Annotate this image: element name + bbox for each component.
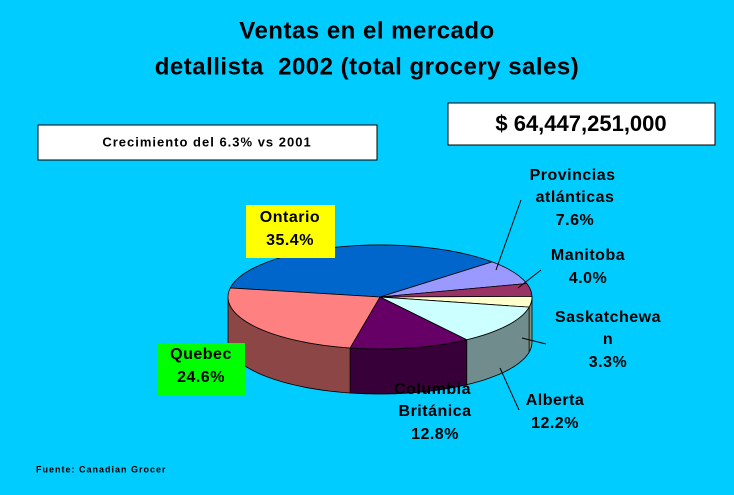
category-label: Quebec: [170, 346, 232, 363]
value-label: 3.3%: [589, 354, 627, 371]
pie-slice: [227, 287, 381, 349]
source: Fuente: Canadian Grocer: [36, 464, 167, 474]
leader-line: [495, 199, 522, 271]
value-label: 7.6%: [556, 212, 594, 229]
label-box: [246, 205, 335, 258]
leader-line: [517, 269, 542, 289]
chart-title: Ventas en el mercado: [239, 17, 494, 44]
annotation-box: [37, 124, 378, 161]
leader-line: [521, 337, 547, 345]
pie-slice: [379, 296, 530, 341]
annotation-box: [447, 102, 716, 146]
value-label: 4.0%: [569, 270, 607, 287]
category-label: Manitoba: [551, 247, 625, 264]
value-label: 12.2%: [531, 415, 579, 432]
pie-slice: [229, 244, 494, 298]
category-label: Alberta: [526, 392, 585, 409]
category-label: Saskatchewa n: [555, 309, 661, 348]
label-box: [157, 343, 245, 395]
category-label: Ontario: [260, 209, 320, 226]
value-label: 24.6%: [177, 369, 225, 386]
leader-line: [499, 367, 520, 411]
annotation: $ 64,447,251,000: [495, 111, 666, 136]
category-label: Provincias atlánticas: [530, 167, 621, 206]
pie-slice: [349, 296, 468, 350]
chart-title: detallista 2002 (total grocery sales): [155, 53, 580, 80]
annotation: Crecimiento del 6.3% vs 2001: [102, 134, 311, 149]
category-label: Columbia Británica: [394, 381, 476, 420]
value-label: 35.4%: [266, 232, 314, 249]
value-label: 12.8%: [411, 426, 459, 443]
